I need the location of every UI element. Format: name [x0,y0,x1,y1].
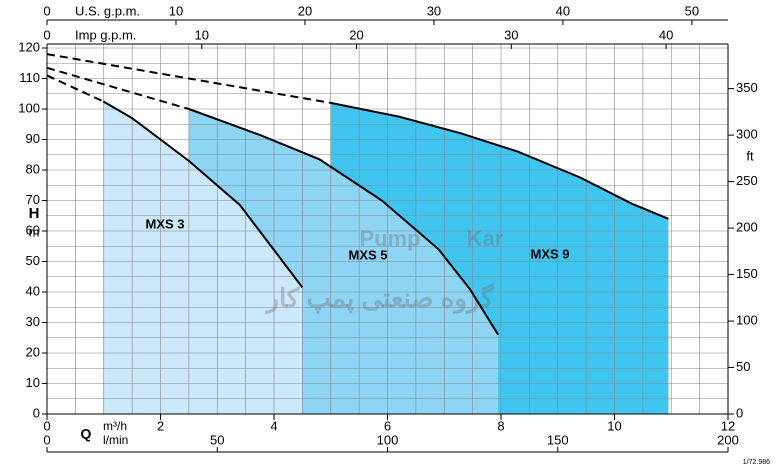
secondary-tick-label: 40 [659,27,673,42]
y-tick-label: 100 [18,100,40,115]
secondary-tick-label: 20 [298,3,312,18]
secondary-tick-label: 0 [43,432,50,447]
reference: 1/72.986 [743,459,770,466]
secondary-tick-label: 200 [736,220,758,235]
curve [330,101,669,220]
y-tick-label: 40 [26,283,40,298]
secondary-tick-label: 150 [547,432,569,447]
x-unit: m³/h [103,419,127,433]
extrapolated-curve [46,53,331,104]
x-tick-label: 0 [43,418,50,433]
y-tick-label: 120 [18,39,40,54]
secondary-tick-label: 300 [736,127,758,142]
watermark: Kar [467,226,504,251]
series-label: MXS 3 [145,216,184,231]
secondary-tick-label: 30 [427,3,441,18]
x-tick-label: 10 [607,418,621,433]
secondary-tick-label: 350 [736,80,758,95]
y-tick-label: 60 [26,222,40,237]
secondary-tick-label: 50 [685,3,699,18]
area [103,101,303,414]
secondary-axis-label: ft [746,148,754,163]
secondary-tick-label: 40 [556,3,570,18]
watermark: Pump [359,226,420,251]
y-tick-label: 80 [26,161,40,176]
secondary-tick-label: 0 [43,27,50,42]
x-tick-label: 6 [384,418,391,433]
secondary-axis-label: l/min [103,433,128,447]
secondary-tick-label: 200 [717,432,739,447]
secondary-tick-label: 100 [377,432,399,447]
secondary-tick-label: 50 [210,432,224,447]
secondary-tick-label: 0 [43,3,50,18]
x-label: Q [81,426,92,442]
extrapolated-curve [46,74,104,103]
series-label: MXS 5 [348,247,387,262]
secondary-tick-label: 0 [736,405,743,420]
y-label: H [29,205,40,222]
secondary-tick-label: 150 [736,266,758,281]
extrapolated-curve [46,66,190,110]
x-tick-label: 8 [497,418,504,433]
secondary-axis-label: Imp g.p.m. [75,27,136,42]
y-tick-label: 10 [26,375,40,390]
x-tick-label: 2 [157,418,164,433]
secondary-axis-label: U.S. g.p.m. [75,3,140,18]
x-tick-label: 4 [270,418,277,433]
curve [102,100,304,289]
y-tick-label: 70 [26,192,40,207]
secondary-tick-label: 20 [349,27,363,42]
y-tick-label: 110 [19,70,40,85]
secondary-tick-label: 30 [504,27,518,42]
series-label: MXS 9 [530,246,569,261]
y-tick-label: 30 [26,314,40,329]
secondary-tick-label: 100 [736,312,758,327]
secondary-tick-label: 50 [736,359,750,374]
y-tick-label: 50 [26,253,40,268]
curve [188,108,500,336]
watermark: گروه صنعتی پمپ کار [264,283,494,314]
x-tick-label: 12 [721,418,735,433]
y-tick-label: 0 [33,405,40,420]
y-tick-label: 20 [26,344,40,359]
secondary-tick-label: 250 [736,173,758,188]
secondary-tick-label: 10 [169,3,183,18]
y-tick-label: 90 [26,131,40,146]
secondary-tick-label: 10 [195,27,209,42]
y-unit: m [29,224,40,239]
